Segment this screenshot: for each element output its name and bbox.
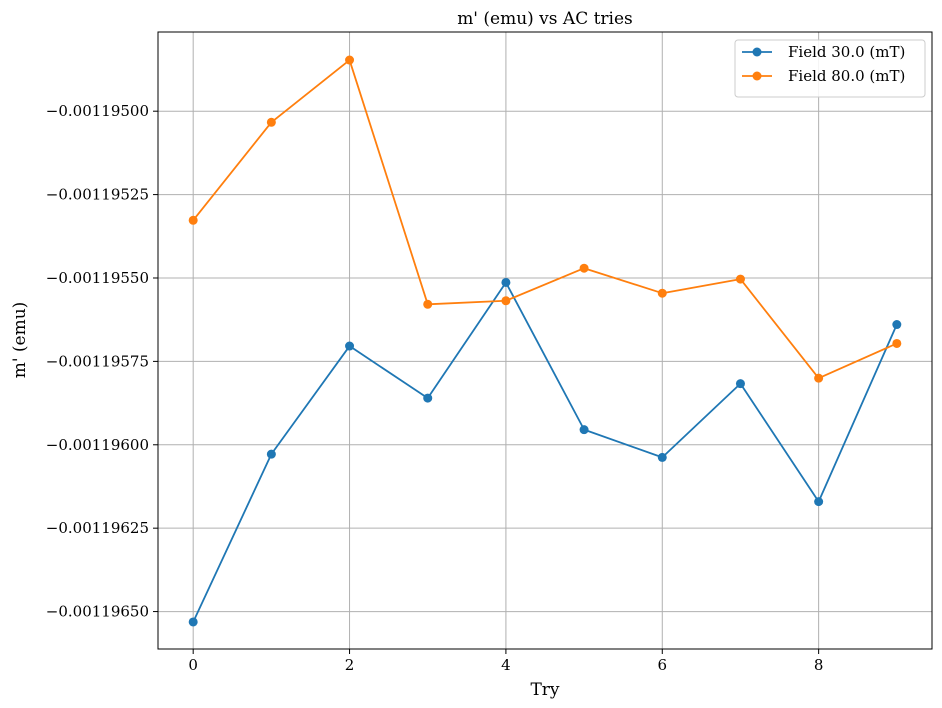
data-point <box>266 449 276 459</box>
data-point <box>735 379 745 389</box>
x-tick-label: 4 <box>501 656 511 674</box>
y-tick-label: −0.00119600 <box>46 436 149 454</box>
x-tick-label: 0 <box>188 656 198 674</box>
y-tick-label: −0.00119525 <box>46 186 149 204</box>
legend-marker <box>752 47 762 57</box>
series-1 <box>188 277 902 627</box>
series-line <box>192 59 898 380</box>
series-2 <box>188 55 902 383</box>
data-point <box>579 263 589 273</box>
plot-frame <box>157 31 933 650</box>
legend-label: Field 30.0 (mT) <box>788 43 905 61</box>
x-axis-label: Try <box>530 680 559 700</box>
y-tick-label: −0.00119550 <box>46 269 149 287</box>
data-point <box>735 274 745 284</box>
grid <box>158 32 932 649</box>
data-point <box>501 277 511 287</box>
legend-entry-2: Field 80.0 (mT) <box>742 67 905 85</box>
y-tick-label: −0.00119650 <box>46 603 149 621</box>
legend-entry-1: Field 30.0 (mT) <box>742 43 905 61</box>
data-point <box>501 296 511 306</box>
data-point <box>657 288 667 298</box>
legend: Field 30.0 (mT) Field 80.0 (mT) <box>734 39 926 98</box>
y-axis-label: m' (emu) <box>10 302 30 379</box>
data-point <box>423 393 433 403</box>
y-tick-label: −0.00119575 <box>46 352 149 370</box>
data-point <box>579 425 589 435</box>
x-tick-label: 6 <box>657 656 667 674</box>
data-point <box>814 373 824 383</box>
series-line <box>192 281 898 623</box>
data-point <box>892 338 902 348</box>
data-point <box>657 452 667 462</box>
axis-ticks: 0 2 4 6 8 −0.00119650 −0.00119625 −0.00119600 −0… <box>46 102 824 674</box>
x-tick-label: 2 <box>345 656 355 674</box>
y-tick-label: −0.00119625 <box>46 519 149 537</box>
data-point <box>345 55 355 65</box>
data-point <box>345 341 355 351</box>
x-tick-label: 8 <box>814 656 824 674</box>
chart-title: m' (emu) vs AC tries <box>457 9 633 29</box>
data-point <box>423 299 433 309</box>
data-point <box>266 117 276 127</box>
series-layer <box>188 55 902 627</box>
data-point <box>892 320 902 330</box>
data-point <box>188 215 198 225</box>
data-point <box>188 617 198 627</box>
legend-label: Field 80.0 (mT) <box>788 67 905 85</box>
legend-marker <box>752 71 762 81</box>
legend-box <box>734 39 926 98</box>
data-point <box>814 497 824 507</box>
y-tick-label: −0.00119500 <box>46 102 149 120</box>
